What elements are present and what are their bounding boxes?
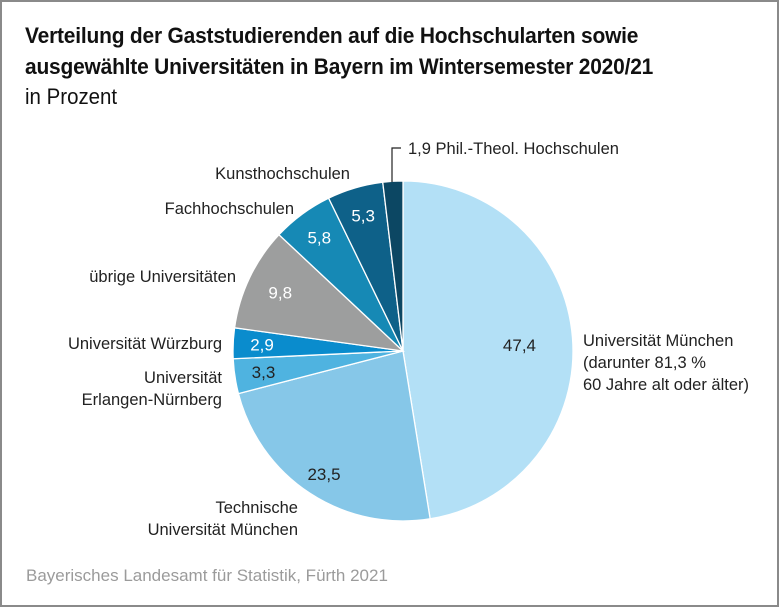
category-label: Technische Universität München	[148, 499, 298, 539]
leader-line	[391, 147, 401, 182]
chart-title-line-1: Verteilung der Gaststudierenden auf die …	[25, 23, 639, 48]
value-label: 2,9	[250, 336, 274, 355]
category-labels: Universität München (darunter 81,3 % 60 Ja…	[68, 140, 749, 539]
category-label-line: (darunter 81,3 %	[583, 354, 706, 372]
category-label: Universität Erlangen-Nürnberg	[82, 369, 223, 409]
pie-slice	[233, 233, 405, 352]
value-label: 3,3	[252, 363, 276, 382]
category-label: Universität Würzburg	[68, 335, 222, 353]
category-label-line: Universität München	[148, 521, 298, 539]
category-label: Kunsthochschulen	[215, 165, 350, 183]
category-label-line: übrige Universitäten	[89, 268, 236, 286]
category-label-line: 60 Jahre alt oder älter)	[583, 376, 749, 394]
category-label-line: Kunsthochschulen	[215, 165, 350, 183]
category-label-line: Fachhochschulen	[165, 200, 294, 218]
category-label-line: Universität München	[583, 332, 733, 350]
value-label: 23,5	[307, 465, 340, 484]
category-label-line: Technische	[215, 499, 298, 517]
category-label-line: Erlangen-Nürnberg	[82, 391, 222, 409]
category-label: 1,9 Phil.-Theol. Hochschulen	[408, 140, 619, 158]
category-label: Fachhochschulen	[165, 200, 294, 218]
value-label: 47,4	[503, 336, 536, 355]
source-note: Bayerisches Landesamt für Statistik, Für…	[26, 566, 388, 585]
chart-title: Verteilung der Gaststudierenden auf die …	[25, 20, 653, 82]
category-label: Universität München (darunter 81,3 % 60 Ja…	[583, 332, 749, 394]
value-label: 5,3	[351, 207, 375, 226]
pie-slice	[237, 350, 431, 522]
pie-slice	[402, 180, 574, 520]
pie-slices	[232, 180, 574, 522]
chart-subtitle: in Prozent	[25, 84, 118, 109]
value-label: 9,8	[268, 283, 292, 302]
pie-slice	[382, 180, 404, 352]
category-label-line: Universität	[144, 369, 222, 387]
value-label: 5,8	[307, 228, 331, 247]
category-label-line: Universität Würzburg	[68, 335, 222, 353]
category-label-line: 1,9 Phil.-Theol. Hochschulen	[408, 140, 619, 158]
value-labels: 47,4 23,5 3,3 2,9 9,8 5,8 5,3	[250, 207, 536, 484]
category-label: übrige Universitäten	[89, 268, 236, 286]
chart-title-line-2: ausgewählte Universitäten in Bayern im W…	[25, 54, 654, 79]
